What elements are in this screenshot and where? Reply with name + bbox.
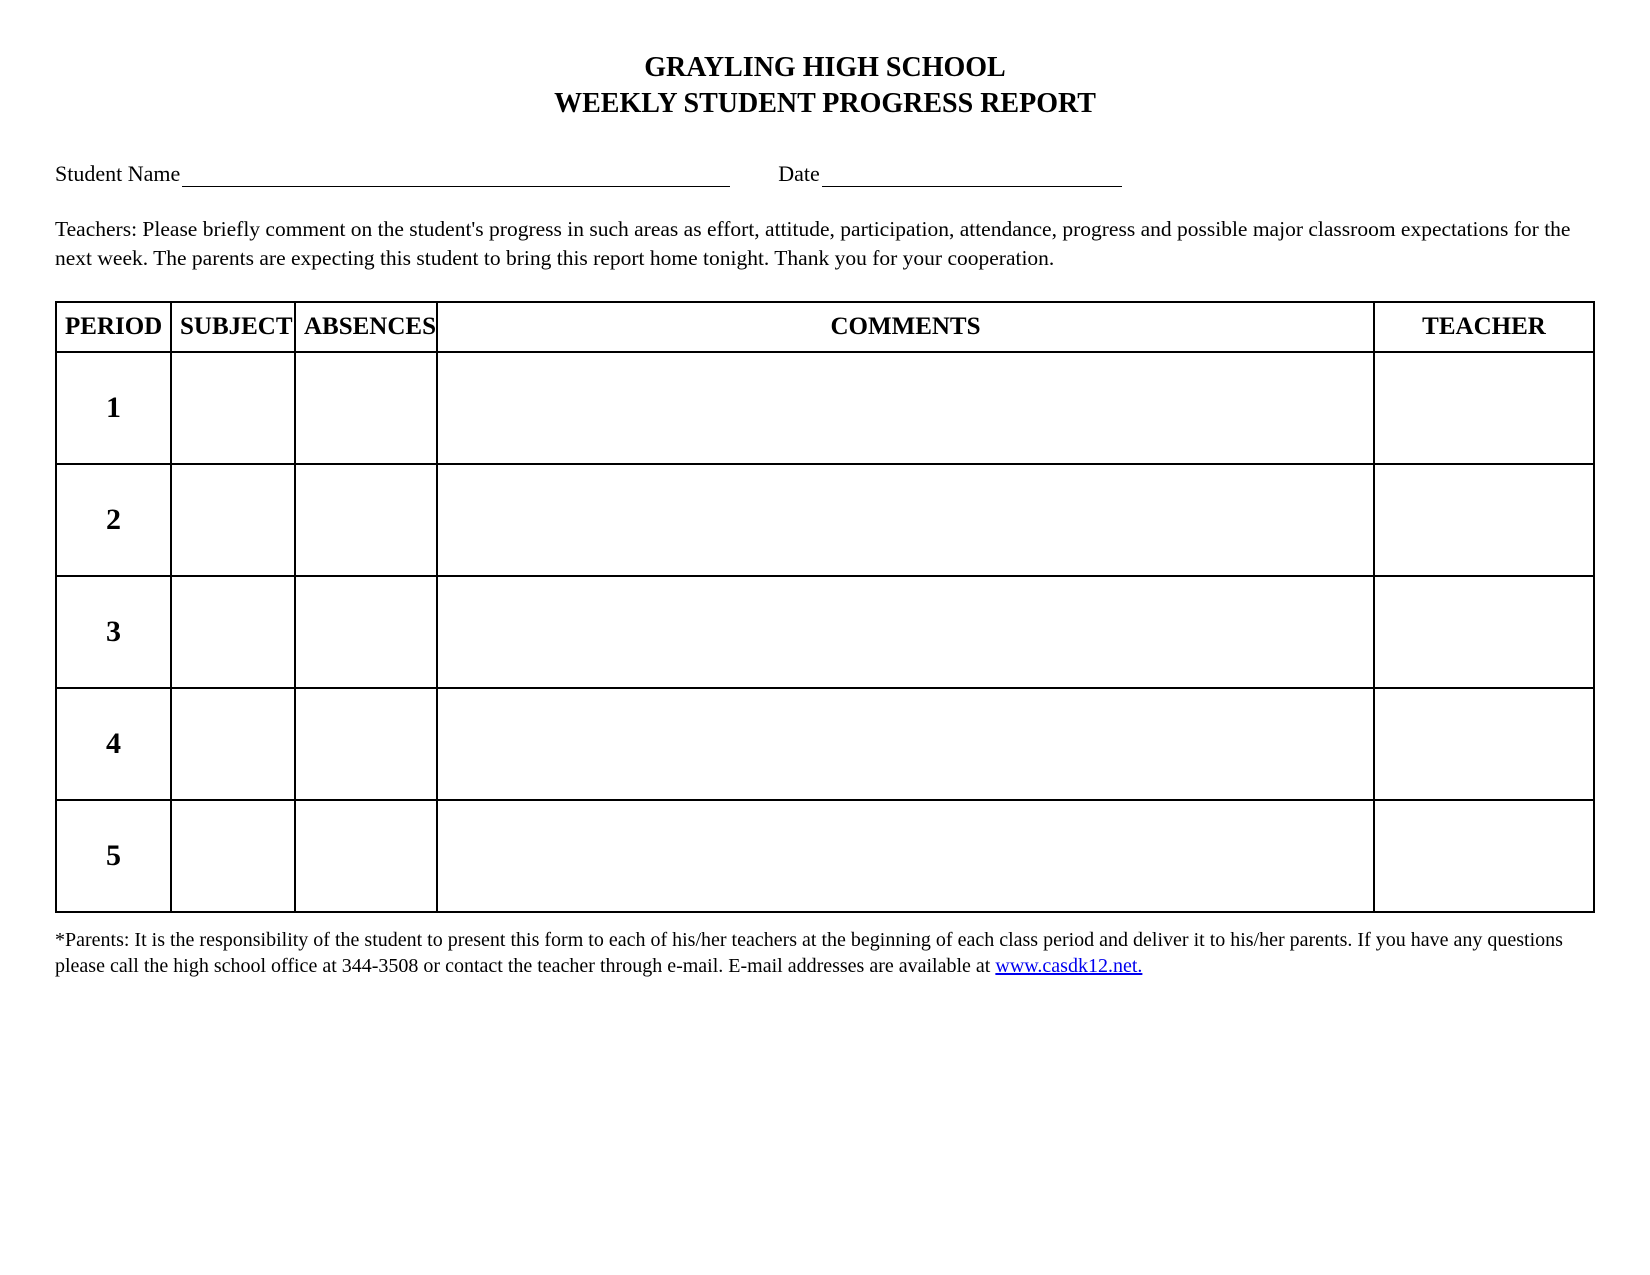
parent-footnote: *Parents: It is the responsibility of th… bbox=[55, 927, 1595, 979]
cell-teacher[interactable] bbox=[1374, 352, 1594, 464]
footnote-text: *Parents: It is the responsibility of th… bbox=[55, 929, 1563, 977]
cell-teacher[interactable] bbox=[1374, 688, 1594, 800]
cell-subject[interactable] bbox=[171, 688, 295, 800]
col-header-period: PERIOD bbox=[56, 302, 171, 352]
document-title-block: GRAYLING HIGH SCHOOL WEEKLY STUDENT PROG… bbox=[55, 50, 1595, 123]
col-header-comments: COMMENTS bbox=[437, 302, 1374, 352]
field-gap bbox=[730, 161, 778, 187]
cell-period: 4 bbox=[56, 688, 171, 800]
cell-comments[interactable] bbox=[437, 576, 1374, 688]
cell-absences[interactable] bbox=[295, 464, 437, 576]
cell-period: 3 bbox=[56, 576, 171, 688]
cell-comments[interactable] bbox=[437, 352, 1374, 464]
cell-teacher[interactable] bbox=[1374, 464, 1594, 576]
cell-comments[interactable] bbox=[437, 464, 1374, 576]
title-line-1: GRAYLING HIGH SCHOOL bbox=[55, 50, 1595, 86]
date-underline[interactable] bbox=[822, 186, 1122, 187]
cell-subject[interactable] bbox=[171, 352, 295, 464]
cell-period: 2 bbox=[56, 464, 171, 576]
table-row: 5 bbox=[56, 800, 1594, 912]
student-name-underline[interactable] bbox=[182, 186, 730, 187]
cell-period: 5 bbox=[56, 800, 171, 912]
cell-absences[interactable] bbox=[295, 576, 437, 688]
col-header-teacher: TEACHER bbox=[1374, 302, 1594, 352]
progress-table: PERIOD SUBJECT ABSENCES COMMENTS TEACHER… bbox=[55, 301, 1595, 913]
student-name-label: Student Name bbox=[55, 161, 180, 187]
cell-subject[interactable] bbox=[171, 464, 295, 576]
cell-teacher[interactable] bbox=[1374, 800, 1594, 912]
cell-teacher[interactable] bbox=[1374, 576, 1594, 688]
table-header-row: PERIOD SUBJECT ABSENCES COMMENTS TEACHER bbox=[56, 302, 1594, 352]
student-name-field: Student Name bbox=[55, 161, 730, 187]
cell-absences[interactable] bbox=[295, 352, 437, 464]
cell-absences[interactable] bbox=[295, 800, 437, 912]
fields-row: Student Name Date bbox=[55, 161, 1595, 187]
table-row: 4 bbox=[56, 688, 1594, 800]
cell-subject[interactable] bbox=[171, 800, 295, 912]
table-row: 2 bbox=[56, 464, 1594, 576]
cell-comments[interactable] bbox=[437, 800, 1374, 912]
cell-subject[interactable] bbox=[171, 576, 295, 688]
cell-absences[interactable] bbox=[295, 688, 437, 800]
col-header-subject: SUBJECT bbox=[171, 302, 295, 352]
date-field: Date bbox=[778, 161, 1122, 187]
cell-comments[interactable] bbox=[437, 688, 1374, 800]
footnote-link[interactable]: www.casdk12.net. bbox=[995, 955, 1142, 977]
cell-period: 1 bbox=[56, 352, 171, 464]
col-header-absences: ABSENCES bbox=[295, 302, 437, 352]
teacher-instructions: Teachers: Please briefly comment on the … bbox=[55, 215, 1595, 273]
title-line-2: WEEKLY STUDENT PROGRESS REPORT bbox=[55, 86, 1595, 122]
table-row: 3 bbox=[56, 576, 1594, 688]
date-label: Date bbox=[778, 161, 820, 187]
table-row: 1 bbox=[56, 352, 1594, 464]
